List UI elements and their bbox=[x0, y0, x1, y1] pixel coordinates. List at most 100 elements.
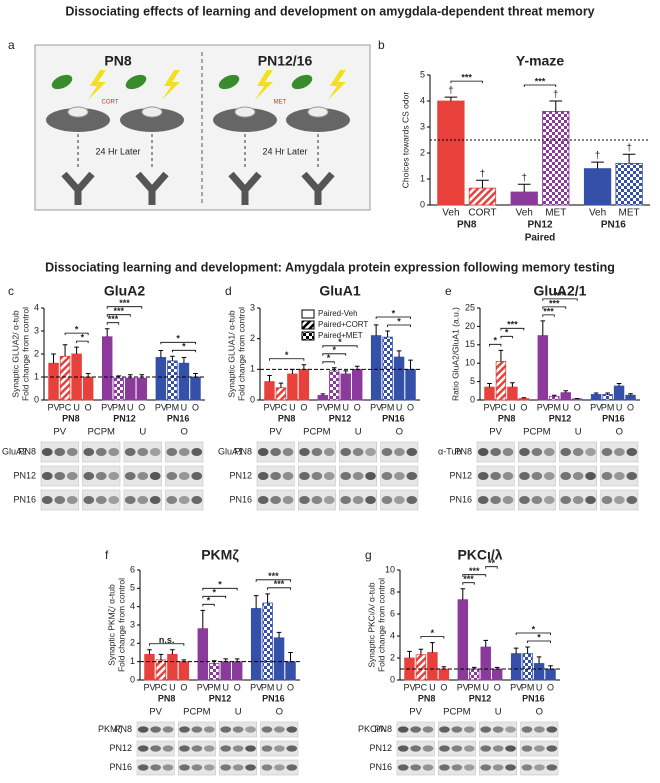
error-bar bbox=[62, 344, 68, 357]
bar bbox=[495, 360, 507, 401]
bar bbox=[250, 608, 262, 681]
blot-band bbox=[521, 745, 533, 752]
x-tick-label: PM bbox=[112, 402, 126, 412]
x-tick-label: U bbox=[509, 402, 516, 412]
y-tick-label: 1 bbox=[420, 173, 425, 183]
y-axis-label: Fold change from control bbox=[376, 578, 386, 672]
marker: † bbox=[595, 151, 601, 162]
group-label: PN8 bbox=[104, 53, 131, 69]
significance-bracket bbox=[202, 587, 238, 591]
blot-band bbox=[560, 472, 572, 480]
significance-bracket bbox=[267, 587, 291, 590]
blot-band bbox=[626, 472, 638, 480]
bar bbox=[560, 392, 571, 401]
bar bbox=[136, 377, 148, 401]
error-bar bbox=[591, 161, 604, 169]
x-axis-label: Paired bbox=[525, 233, 556, 244]
bar bbox=[178, 661, 190, 681]
blot-band bbox=[572, 472, 584, 480]
x-tick-label: PM bbox=[521, 682, 535, 692]
blot-band bbox=[137, 764, 149, 771]
blot-column-label: PV bbox=[489, 427, 502, 438]
blot-band bbox=[54, 496, 66, 504]
blot-band bbox=[439, 764, 450, 771]
significance-bracket bbox=[106, 322, 120, 325]
blot-band bbox=[149, 448, 161, 456]
bar bbox=[480, 646, 491, 681]
x-tick-label: PV bbox=[155, 402, 167, 412]
significance-bracket bbox=[171, 349, 196, 353]
x-tick-label: O bbox=[300, 402, 307, 412]
error-bar bbox=[521, 397, 527, 399]
blot-band bbox=[519, 496, 530, 504]
x-tick-label: PV bbox=[317, 402, 329, 412]
x-tick-label: PM bbox=[381, 402, 395, 412]
bar bbox=[178, 362, 190, 401]
error-bar bbox=[408, 359, 413, 370]
blot-band bbox=[480, 745, 492, 752]
bar bbox=[351, 368, 363, 401]
error-bar bbox=[498, 349, 504, 362]
blot-band bbox=[162, 745, 174, 752]
blot-column-label: PCPM bbox=[303, 427, 331, 438]
blot-band bbox=[166, 472, 178, 480]
blot-band bbox=[178, 472, 190, 480]
error-bar bbox=[483, 639, 489, 647]
x-tick-label: O bbox=[138, 402, 145, 412]
error-bar bbox=[513, 647, 519, 654]
chart-title: GluA1 bbox=[319, 283, 360, 299]
error-bar bbox=[407, 650, 412, 658]
significance-label: * bbox=[338, 337, 342, 347]
error-bar bbox=[385, 330, 390, 338]
x-tick-label: PV bbox=[48, 402, 60, 412]
x-tick-label: PV bbox=[370, 402, 382, 412]
blot-band bbox=[191, 472, 203, 480]
blot-band bbox=[282, 448, 294, 456]
blot-band bbox=[137, 496, 149, 504]
y-tick-label: 2 bbox=[250, 333, 255, 343]
bar bbox=[510, 191, 538, 206]
error-bar bbox=[396, 350, 402, 358]
group-label: PN8 bbox=[62, 413, 80, 423]
blot-band bbox=[150, 726, 161, 733]
y-tick-label: 0 bbox=[470, 394, 475, 404]
bar bbox=[533, 663, 545, 681]
chart-title: GluA2 bbox=[104, 283, 145, 299]
error-bar bbox=[193, 373, 198, 377]
bar bbox=[602, 394, 613, 401]
error-bar bbox=[430, 642, 435, 653]
bar bbox=[340, 373, 351, 401]
blot-row-label: PN12 bbox=[229, 470, 252, 480]
blot-band bbox=[108, 448, 120, 456]
x-tick-label: PC bbox=[415, 682, 428, 692]
blot-band bbox=[286, 764, 298, 771]
blot-column-label: PCPM bbox=[183, 707, 211, 718]
significance-label: * bbox=[176, 334, 180, 344]
blot-band bbox=[480, 764, 492, 771]
group-label: PN16 bbox=[382, 413, 405, 423]
y-tick-label: 0 bbox=[130, 674, 135, 684]
blot-band bbox=[179, 764, 190, 771]
blot-band bbox=[257, 448, 269, 456]
blot-band bbox=[166, 496, 178, 504]
error-bar bbox=[540, 320, 546, 336]
bar bbox=[231, 661, 243, 681]
error-bar bbox=[551, 394, 557, 397]
bar bbox=[545, 668, 556, 681]
blot-row-label: PN8 bbox=[18, 446, 36, 456]
x-tick-label: O bbox=[574, 402, 581, 412]
blot-band bbox=[585, 472, 596, 480]
bar bbox=[275, 387, 287, 401]
blot-band bbox=[323, 472, 335, 480]
error-bar bbox=[536, 656, 542, 664]
group-label: PN8 bbox=[418, 693, 436, 703]
blot-band bbox=[397, 745, 409, 752]
panel-letter: d bbox=[225, 284, 232, 298]
blot-band bbox=[203, 745, 215, 752]
blot-band bbox=[95, 496, 107, 504]
significance-bracket bbox=[322, 345, 358, 348]
blot-band bbox=[340, 496, 352, 504]
bar bbox=[48, 362, 59, 401]
significance-label: *** bbox=[461, 72, 472, 82]
